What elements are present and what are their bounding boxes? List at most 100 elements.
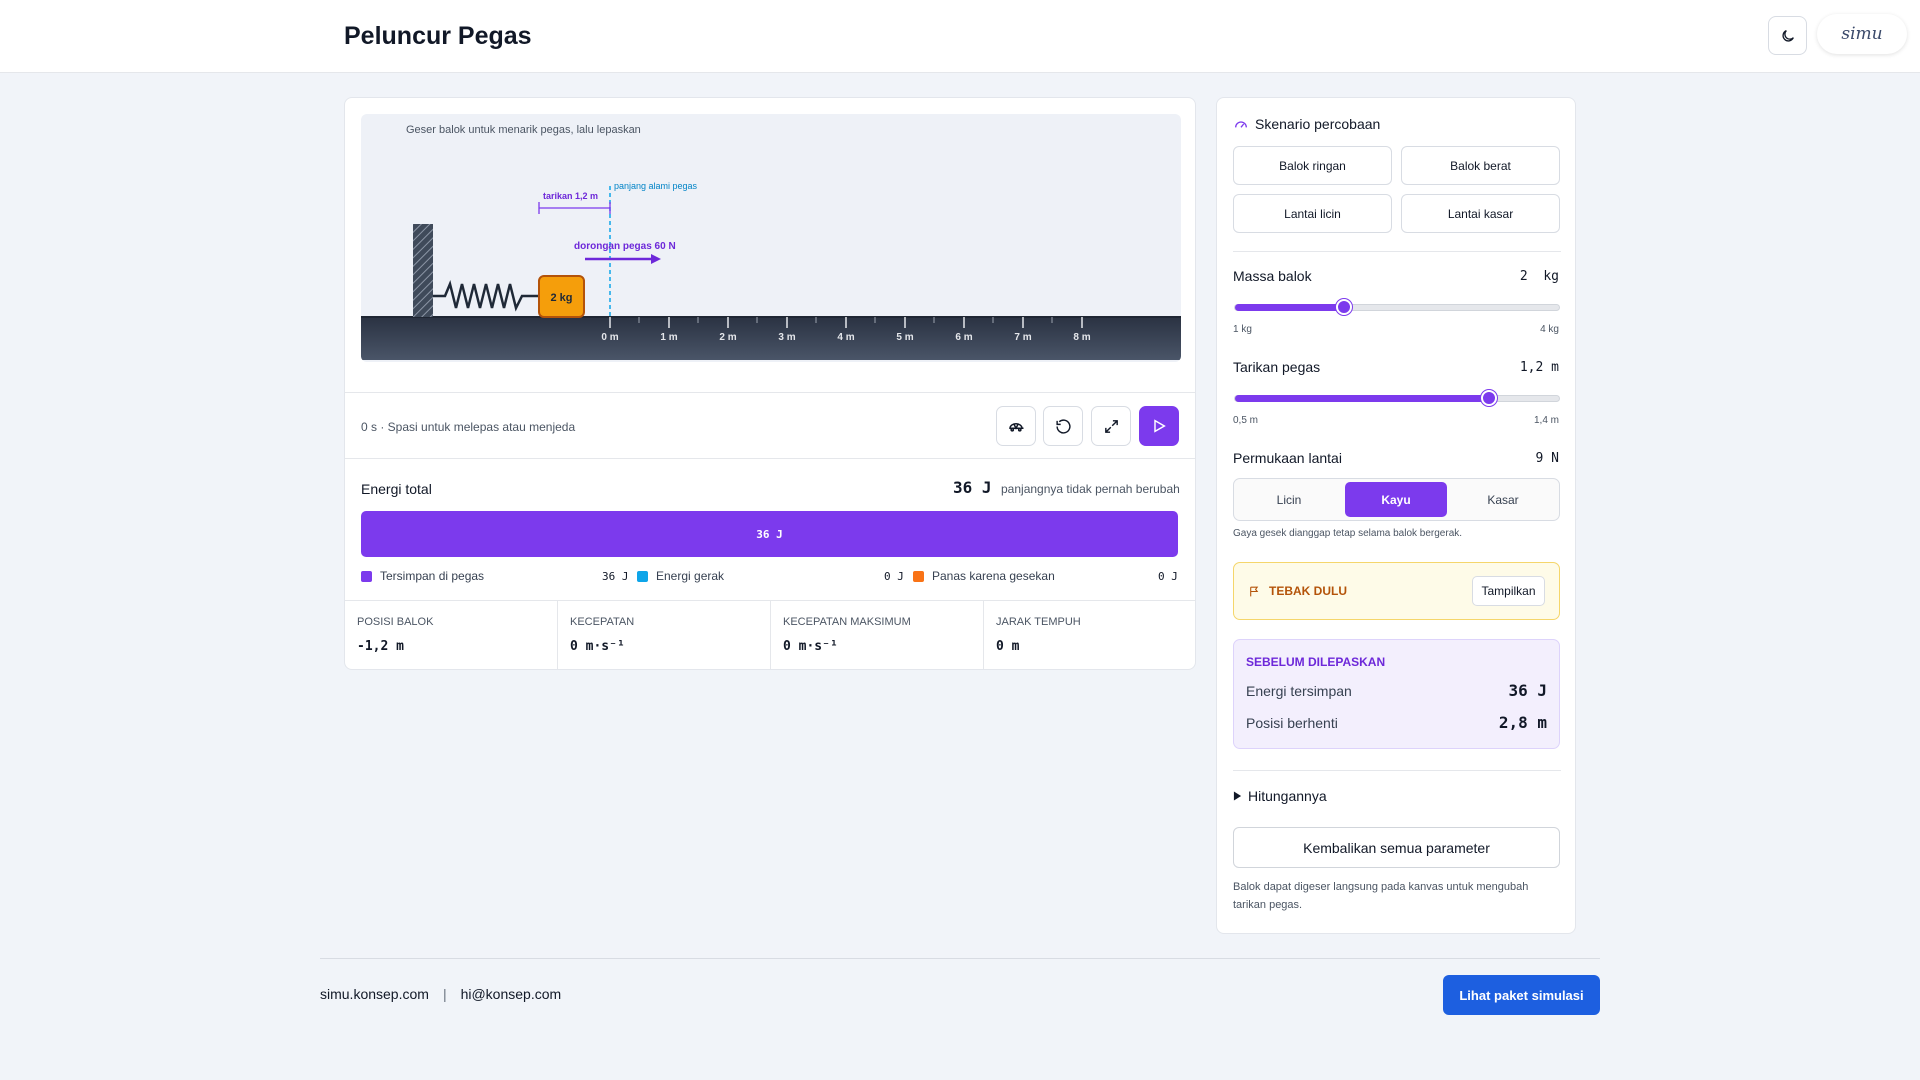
pull-label: tarikan 1,2 m xyxy=(543,191,598,201)
flag-icon xyxy=(1250,586,1259,596)
floor-note: Gaya gesek dianggap tetap selama balok b… xyxy=(1233,528,1463,539)
theme-toggle-button[interactable] xyxy=(1768,16,1807,55)
stop-position-value: 2,8 m xyxy=(1498,713,1547,732)
block-label: 2 kg xyxy=(550,292,572,304)
pull-max-label: 1,4 m xyxy=(1533,415,1559,426)
play-icon xyxy=(1154,419,1166,433)
slow-motion-button[interactable] xyxy=(996,406,1036,446)
stored-energy-label: Energi tersimpan xyxy=(1246,683,1352,699)
reset-button[interactable] xyxy=(1043,406,1083,446)
push-label: dorongan pegas 60 N xyxy=(574,241,676,252)
simulation-card: Geser balok untuk menarik pegas, lalu le… xyxy=(344,97,1196,670)
turtle-icon xyxy=(1009,423,1024,432)
page-title: Peluncur Pegas xyxy=(344,22,532,50)
footer-divider xyxy=(320,958,1600,959)
top-bar: Peluncur Pegas simu xyxy=(0,0,1920,73)
ruler: 0 m 1 m 2 m 3 m 4 m 5 m 6 m 7 m 8 m xyxy=(601,317,1091,343)
mass-slider-fill xyxy=(1235,304,1344,311)
simulation-drawing: 2 kg panjang alami pegas tarikan 1,2 m d… xyxy=(361,181,1181,360)
stat-value: 0 m xyxy=(996,639,1020,654)
spring xyxy=(433,280,539,312)
footer-site-link[interactable]: simu.konsep.com xyxy=(320,986,429,1002)
divider xyxy=(345,458,1195,459)
footer-links: simu.konsep.com | hi@konsep.com xyxy=(320,986,561,1002)
divider xyxy=(345,600,1195,601)
control-panel: Skenario percobaan Balok ringan Balok be… xyxy=(1216,97,1576,934)
reset-parameters-button[interactable]: Kembalikan semua parameter xyxy=(1233,827,1560,868)
scenario-slippery-floor-button[interactable]: Lantai licin xyxy=(1233,194,1392,233)
natural-length-label: panjang alami pegas xyxy=(614,181,698,191)
guess-header: TEBAK DULU xyxy=(1248,584,1347,598)
stat-max-speed: KECEPATAN MAKSIMUM 0 m·s⁻¹ xyxy=(771,601,984,669)
scenario-header: Skenario percobaan xyxy=(1233,116,1380,132)
pull-slider-thumb[interactable] xyxy=(1481,390,1497,406)
mass-max-label: 4 kg xyxy=(1540,324,1559,335)
pull-slider[interactable] xyxy=(1234,390,1560,406)
energy-bar: 36 J xyxy=(361,511,1178,557)
legend-item-spring: Tersimpan di pegas xyxy=(361,569,484,583)
show-answer-button[interactable]: Tampilkan xyxy=(1472,576,1545,606)
footer-separator: | xyxy=(442,986,447,1002)
ruler-tick-label: 8 m xyxy=(1073,332,1090,343)
divider xyxy=(1233,770,1561,771)
pull-min-label: 0,5 m xyxy=(1233,415,1259,426)
pull-label: Tarikan pegas xyxy=(1233,359,1321,375)
legend-item-kinetic: Energi gerak xyxy=(637,569,724,583)
stat-value: 0 m·s⁻¹ xyxy=(783,639,838,654)
mass-min-label: 1 kg xyxy=(1233,324,1252,335)
legend-value: 36 J xyxy=(602,570,629,583)
calculation-toggle[interactable]: Hitungannya xyxy=(1233,788,1327,804)
floor-option-licin[interactable]: Licin xyxy=(1276,492,1302,507)
floor-option-kasar[interactable]: Kasar xyxy=(1487,492,1519,507)
ruler-tick-label: 2 m xyxy=(719,332,736,343)
expand-icon xyxy=(1104,419,1118,433)
energy-total-value: 36 J xyxy=(953,478,992,497)
wall xyxy=(413,224,433,317)
floor-friction-value: 9 N xyxy=(1535,451,1559,466)
legend-swatch xyxy=(913,570,924,582)
pull-value: 1,2 m xyxy=(1519,360,1559,375)
scenario-rough-floor-button[interactable]: Lantai kasar xyxy=(1401,194,1560,233)
ruler-tick-label: 1 m xyxy=(660,332,677,343)
reset-icon xyxy=(1055,418,1071,434)
scenario-heavy-block-button[interactable]: Balok berat xyxy=(1401,146,1560,185)
brand-logo[interactable]: simu xyxy=(1817,14,1907,54)
canvas-hint: Geser balok untuk menarik pegas, lalu le… xyxy=(406,124,641,136)
ruler-tick-label: 5 m xyxy=(896,332,913,343)
mass-slider-thumb[interactable] xyxy=(1336,299,1352,315)
caret-right-icon xyxy=(1233,791,1242,801)
logo-text: simu xyxy=(1841,24,1883,44)
ruler-tick-label: 0 m xyxy=(601,332,618,343)
stat-value: 0 m·s⁻¹ xyxy=(570,639,625,654)
divider xyxy=(345,392,1195,393)
stat-label: KECEPATAN MAKSIMUM xyxy=(783,616,911,628)
stat-label: KECEPATAN xyxy=(570,616,635,628)
ruler-tick-label: 7 m xyxy=(1014,332,1031,343)
simulation-canvas[interactable]: Geser balok untuk menarik pegas, lalu le… xyxy=(361,114,1181,362)
status-text: 0 s · Spasi untuk melepas atau menjeda xyxy=(361,420,576,434)
before-release-box: SEBELUM DILEPASKAN Energi tersimpan 36 J… xyxy=(1233,639,1560,749)
legend-swatch xyxy=(361,570,372,582)
legend-label: Tersimpan di pegas xyxy=(380,569,485,583)
legend-item-heat: Panas karena gesekan xyxy=(913,569,1055,583)
panel-note: Balok dapat digeser langsung pada kanvas… xyxy=(1233,881,1529,911)
ruler-tick-label: 4 m xyxy=(837,332,854,343)
mass-slider[interactable] xyxy=(1234,299,1560,315)
floor-option-kayu[interactable]: Kayu xyxy=(1345,482,1447,517)
footer-email-link[interactable]: hi@konsep.com xyxy=(460,986,562,1002)
mass-label: Massa balok xyxy=(1233,268,1312,284)
view-packages-button[interactable]: Lihat paket simulasi xyxy=(1443,975,1600,1015)
divider xyxy=(1233,251,1561,252)
stat-block-position: POSISI BALOK -1,2 m xyxy=(345,601,558,669)
before-release-title: SEBELUM DILEPASKAN xyxy=(1246,655,1386,669)
scenario-title: Skenario percobaan xyxy=(1255,116,1381,132)
play-button[interactable] xyxy=(1139,406,1179,446)
ruler-tick-label: 3 m xyxy=(778,332,795,343)
moon-icon xyxy=(1781,29,1794,42)
fullscreen-button[interactable] xyxy=(1091,406,1131,446)
block xyxy=(538,275,585,318)
scenario-light-block-button[interactable]: Balok ringan xyxy=(1233,146,1392,185)
guess-box: TEBAK DULU Tampilkan xyxy=(1233,562,1560,620)
legend-value: 0 J xyxy=(884,570,904,583)
calculation-label: Hitungannya xyxy=(1248,788,1327,804)
